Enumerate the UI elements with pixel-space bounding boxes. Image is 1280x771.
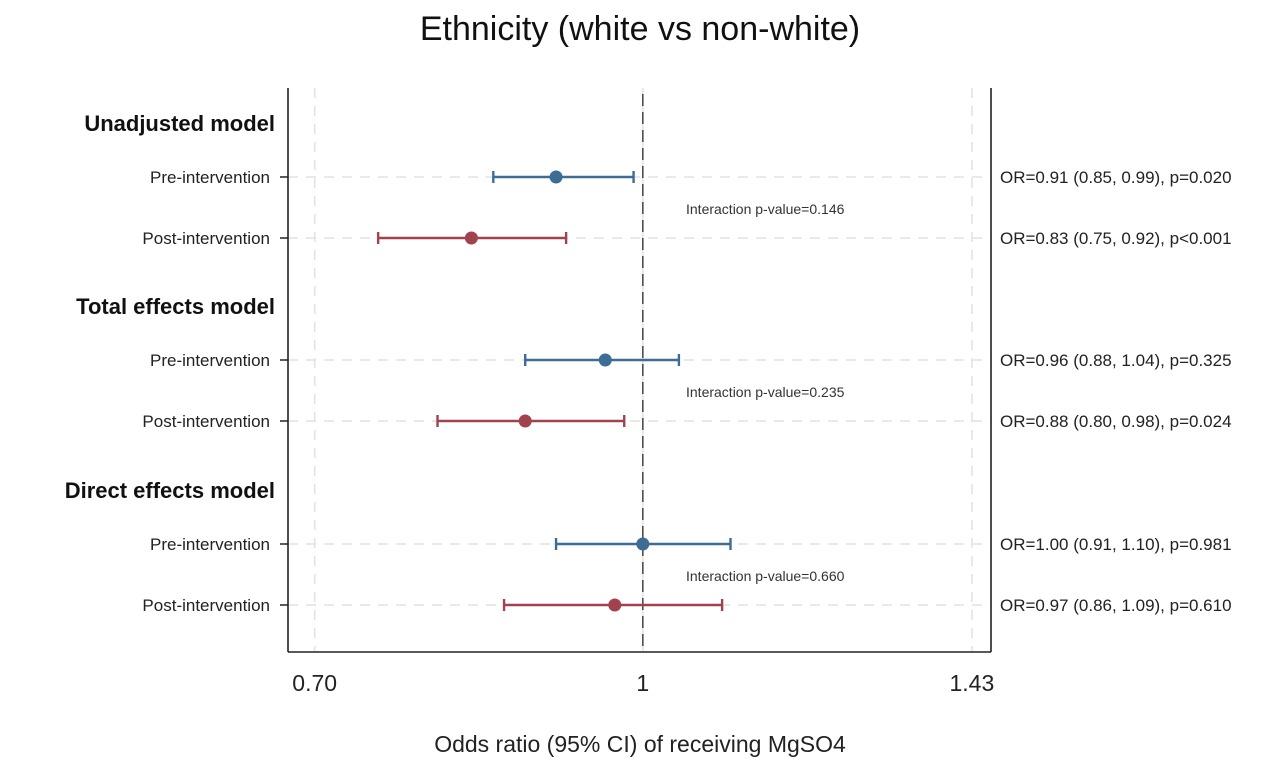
row-labels: Unadjusted model Pre-intervention Post-int…	[65, 111, 275, 615]
or-text: OR=0.97 (0.86, 1.09), p=0.610	[1000, 596, 1232, 615]
point-estimate	[464, 231, 478, 245]
row-label: Post-intervention	[142, 229, 270, 248]
point-estimate	[636, 537, 650, 551]
row-label: Post-intervention	[142, 412, 270, 431]
or-text: OR=0.88 (0.80, 0.98), p=0.024	[1000, 412, 1232, 431]
grid-layer	[288, 88, 991, 652]
row-label: Pre-intervention	[150, 168, 270, 187]
row-label: Post-intervention	[142, 596, 270, 615]
or-text: OR=1.00 (0.91, 1.10), p=0.981	[1000, 535, 1232, 554]
group-label: Total effects model	[76, 294, 275, 319]
or-annotations: Interaction p-value=0.146 OR=0.91 (0.85, …	[686, 168, 1232, 615]
x-tick-label: 1.43	[950, 670, 995, 696]
point-estimate	[549, 170, 563, 184]
group-label: Direct effects model	[65, 478, 275, 503]
x-tick-label: 1	[636, 670, 649, 696]
x-tick-label: 0.70	[292, 670, 337, 696]
group-label: Unadjusted model	[84, 111, 275, 136]
or-text: OR=0.91 (0.85, 0.99), p=0.020	[1000, 168, 1232, 187]
row-label: Pre-intervention	[150, 351, 270, 370]
interaction-p-value: Interaction p-value=0.235	[686, 384, 845, 400]
interaction-p-value: Interaction p-value=0.146	[686, 201, 845, 217]
chart-title: Ethnicity (white vs non-white)	[420, 10, 860, 48]
x-axis-ticks: 0.70 1 1.43	[292, 670, 994, 696]
interaction-p-value: Interaction p-value=0.660	[686, 568, 845, 584]
point-estimate	[608, 598, 622, 612]
point-estimate	[598, 353, 612, 367]
plot-frame	[280, 88, 992, 653]
x-axis-label: Odds ratio (95% CI) of receiving MgSO4	[434, 731, 846, 757]
point-estimate	[518, 414, 532, 428]
or-text: OR=0.96 (0.88, 1.04), p=0.325	[1000, 351, 1232, 370]
row-label: Pre-intervention	[150, 535, 270, 554]
or-text: OR=0.83 (0.75, 0.92), p<0.001	[1000, 229, 1232, 248]
confidence-intervals	[376, 170, 732, 612]
